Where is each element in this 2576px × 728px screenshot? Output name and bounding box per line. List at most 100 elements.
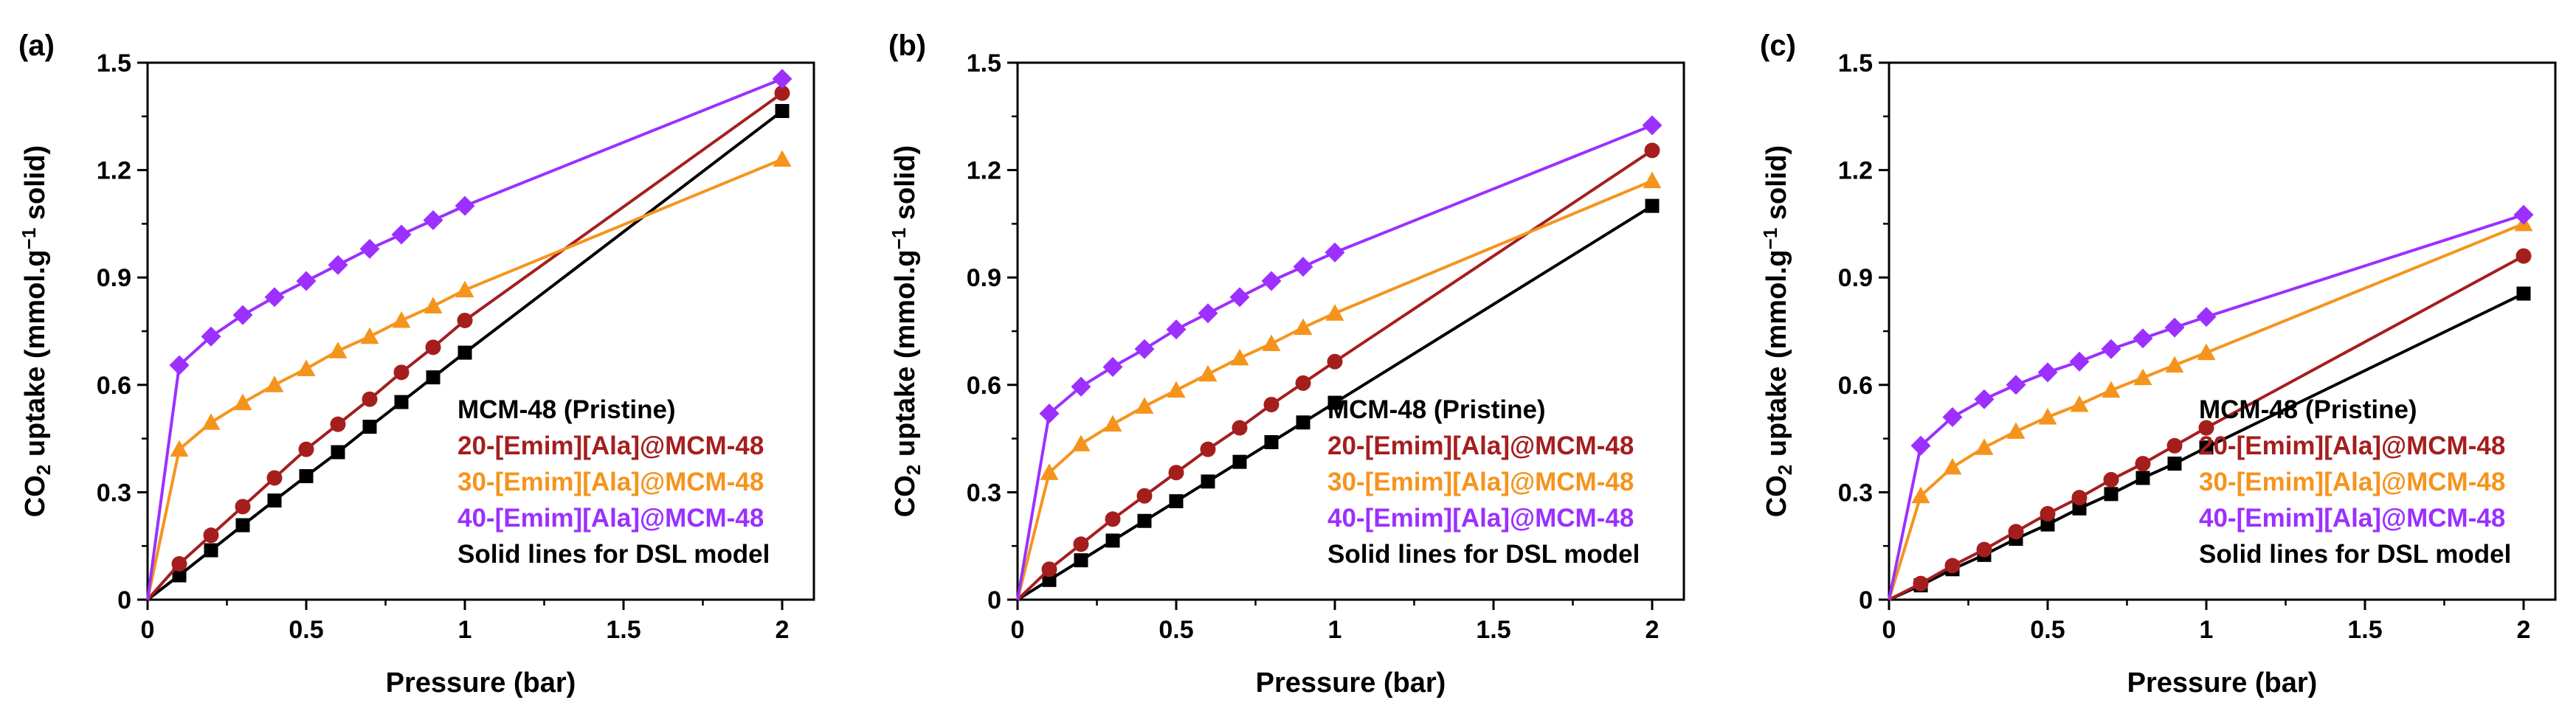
legend-note: Solid lines for DSL model [1327,540,1640,569]
data-point [2513,204,2534,225]
legend-entry-4: 40-[Emim][Ala]@MCM-48 [1327,504,1634,533]
x-axis-title: Pressure (bar) [386,668,576,698]
data-point [331,445,345,460]
x-tick-label: 1.5 [606,616,640,644]
chart-panel-2: (b) 0 0.3 0.6 0.9 1.2 1.5 0 0.5 1 1.5 2 Pressure (ba… [888,30,1685,698]
legend-entry-4: 40-[Emim][Ala]@MCM-48 [2199,504,2505,533]
series-line-3 [146,158,783,600]
data-point [1976,541,1992,558]
x-tick-label: 1 [458,616,472,644]
data-point [1073,536,1089,552]
data-point [2135,456,2151,472]
data-point [393,364,410,381]
data-point [1134,339,1155,359]
data-point [265,375,284,392]
data-point [1074,553,1088,568]
data-point [457,345,472,360]
data-point [172,568,187,583]
legend-entry-3: 30-[Emim][Ala]@MCM-48 [2199,468,2505,496]
data-point [1229,287,1250,308]
data-point [298,441,314,457]
data-point [204,543,218,558]
data-point [359,238,380,259]
data-point [1071,376,1091,397]
y-tick-label: 1.5 [967,49,1001,77]
x-tick-label: 1.5 [2347,616,2382,644]
data-point [2102,381,2121,398]
data-point [1102,357,1123,378]
data-point [455,195,475,216]
data-point [1327,395,1342,410]
data-point [233,393,252,411]
data-point [392,311,411,328]
data-point [2071,490,2088,506]
data-point [2133,368,2152,386]
data-point [1263,396,1280,412]
data-point [362,420,377,434]
data-point [170,440,189,457]
data-point [264,287,285,308]
data-point [1105,533,1120,548]
y-tick-label: 0 [1859,586,1873,614]
data-point [1943,457,1962,475]
legend-note: Solid lines for DSL model [2199,540,2511,569]
data-point [391,224,412,245]
chart-panel-1: (a) 0 0.3 0.6 0.9 1.2 1.5 0 0.5 1 1.5 2 Pressure (ba… [18,30,815,698]
data-point [2040,506,2056,522]
data-point [1105,511,1121,527]
data-point [1262,334,1281,351]
legend-entry-3: 30-[Emim][Ala]@MCM-48 [457,468,764,496]
data-point [1294,318,1313,336]
data-point [773,150,792,167]
y-tick-label: 0.9 [97,264,131,292]
y-tick-label: 0.3 [97,479,131,507]
data-point [2072,501,2087,516]
y-tick-label: 0.9 [967,264,1001,292]
y-axis-title: CO2 uptake (mmol.g−1 solid) [18,145,54,517]
data-point [2069,351,2090,372]
data-point [1071,434,1091,451]
data-point [1042,572,1057,587]
x-tick-label: 1.5 [1476,616,1510,644]
data-point [2104,487,2119,502]
data-point [1198,364,1218,382]
data-point [1296,415,1311,430]
data-point [169,355,190,375]
data-point [1261,271,1282,291]
x-axis-title: Pressure (bar) [2127,668,2318,698]
data-point [1232,454,1247,469]
data-point [1293,257,1313,277]
data-point [201,413,221,430]
data-point [2101,339,2121,359]
x-tick-label: 2 [776,616,790,644]
data-point [1135,397,1154,414]
data-point [2166,437,2183,454]
data-point [299,469,314,484]
data-point [2038,407,2057,425]
data-point [1166,319,1187,340]
data-point [328,254,348,275]
data-point [1975,438,1994,455]
x-tick-label: 0.5 [1158,616,1193,644]
data-point [232,305,253,325]
data-point [1137,513,1152,528]
data-point [457,312,473,328]
data-point [423,210,443,231]
x-tick-label: 0 [1011,616,1025,644]
data-point [2515,248,2532,264]
data-point [1230,348,1249,366]
data-point [425,339,441,356]
data-point [1103,415,1122,432]
data-point [2198,420,2214,436]
data-point [2167,457,2182,471]
data-point [1942,406,1963,427]
y-tick-label: 0.3 [1838,479,1873,507]
data-point [203,527,219,544]
data-point [328,342,348,358]
legend-entry-2: 20-[Emim][Ala]@MCM-48 [2199,431,2505,460]
data-point [2199,440,2214,455]
x-tick-label: 2 [1646,616,1660,644]
data-point [235,499,251,515]
data-point [1325,242,1345,263]
data-point [201,326,221,347]
